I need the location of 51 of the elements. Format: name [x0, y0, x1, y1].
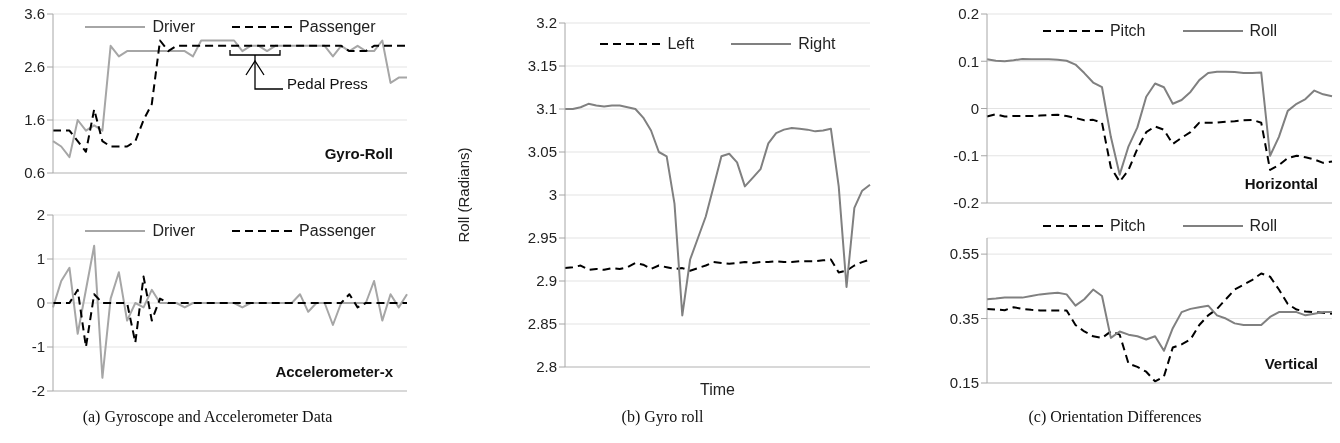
- y-tick-label: 2.8: [536, 358, 557, 376]
- y-tick-label: 0.2: [958, 5, 979, 23]
- line-series: [52, 275, 408, 348]
- annotation: Pedal Press: [287, 74, 368, 92]
- legend-label: Passenger: [299, 222, 376, 240]
- y-tick-label: 0.55: [949, 245, 979, 263]
- legend-label: Driver: [152, 222, 196, 240]
- y-tick-label: -0.1: [953, 147, 979, 165]
- legend-label: Roll: [1249, 217, 1278, 235]
- y-tick-label: 3.6: [24, 5, 45, 23]
- line-series: [986, 57, 1333, 176]
- text: Accelerometer-x: [273, 363, 395, 380]
- y-tick-label: 3.2: [536, 14, 557, 32]
- y-tick-label: 0: [36, 294, 45, 312]
- y-tick-label: 2.95: [527, 229, 557, 247]
- x-axis-title: Time: [700, 381, 736, 398]
- y-tick-label: 3.15: [527, 57, 557, 75]
- y-tick-label: 0: [970, 99, 979, 117]
- legend-label: Pitch: [1109, 22, 1146, 40]
- y-tick-label: -0.2: [953, 194, 979, 212]
- text: (a) Gyroscope and Accelerometer Data: [81, 408, 334, 426]
- text: Horizontal: [1242, 175, 1320, 192]
- y-tick-label: -2: [31, 382, 45, 400]
- text: (b) Gyro roll: [620, 408, 705, 426]
- text: (c) Orientation Differences: [1027, 408, 1203, 426]
- legend-label: Right: [798, 35, 836, 53]
- y-tick-label: 2.85: [527, 315, 557, 333]
- y-tick-label: 0.6: [24, 164, 45, 182]
- y-tick-label: 0.35: [949, 309, 979, 327]
- legend-label: Driver: [152, 18, 196, 36]
- y-axis-title: Roll (Radians): [455, 147, 473, 243]
- y-tick-label: 1.6: [24, 111, 45, 129]
- legend-label: Passenger: [299, 18, 376, 36]
- y-tick-label: 2.6: [24, 58, 45, 76]
- line-series: [986, 272, 1333, 383]
- legend-label: Left: [667, 35, 695, 53]
- legend-label: Pitch: [1109, 217, 1146, 235]
- line-series: [564, 102, 871, 317]
- text: Gyro-Roll: [322, 145, 395, 162]
- y-tick-label: 0.15: [949, 374, 979, 392]
- y-tick-label: 2: [36, 206, 45, 224]
- y-tick-label: 3.1: [536, 100, 557, 118]
- y-tick-label: 3: [548, 186, 557, 204]
- y-tick-label: 0.1: [958, 52, 979, 70]
- y-tick-label: 3.05: [527, 143, 557, 161]
- legend-label: Roll: [1249, 22, 1278, 40]
- y-tick-label: -1: [31, 338, 45, 356]
- text: Vertical: [1262, 355, 1320, 372]
- y-tick-label: 2.9: [536, 272, 557, 290]
- y-tick-label: 1: [36, 250, 45, 268]
- line-series: [986, 288, 1333, 352]
